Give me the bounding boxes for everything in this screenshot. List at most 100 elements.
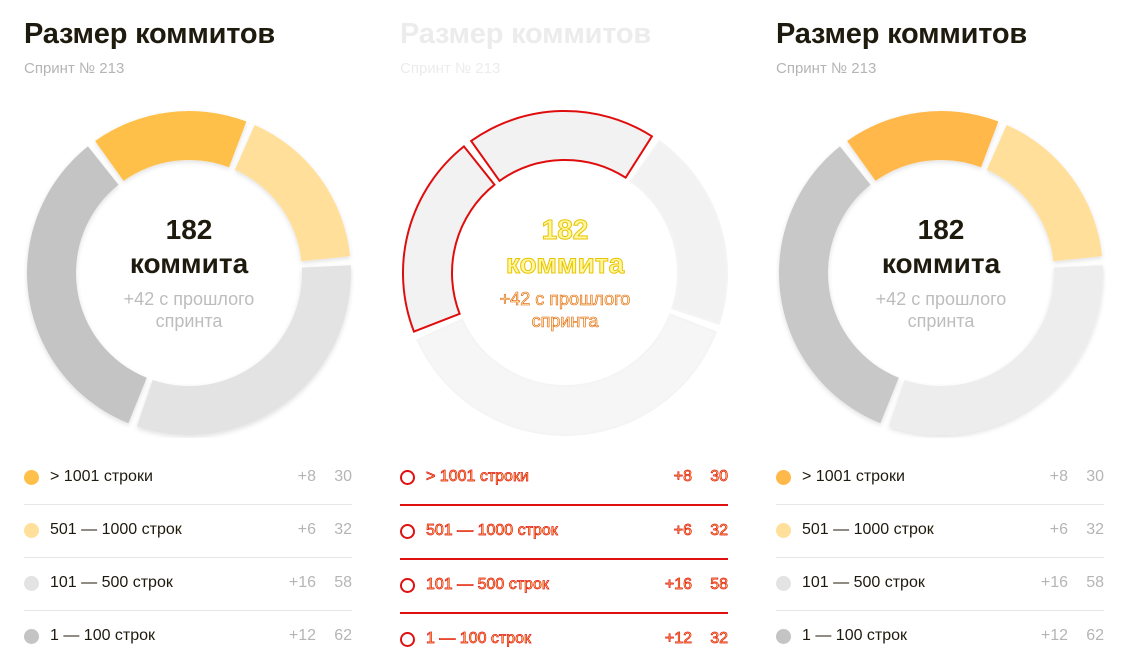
total-delta: +42 с прошлого спринта [875, 289, 1007, 331]
donut-segment [136, 265, 351, 435]
legend-row: 501 — 1000 строк +6 32 [400, 506, 728, 560]
card-subtitle: Спринт № 213 [400, 60, 501, 77]
legend-value: 32 [710, 522, 728, 540]
legend-dot [400, 470, 415, 485]
legend-label: 101 — 500 строк [50, 574, 173, 591]
legend-label: > 1001 строки [802, 468, 905, 485]
legend-label: 501 — 1000 строк [426, 522, 558, 540]
legend-dot [24, 576, 39, 591]
donut-card-1: Размер коммитов Спринт № 213 182 коммита… [24, 0, 354, 668]
total-delta: +42 с прошлого спринта [123, 289, 255, 331]
legend-value: 58 [334, 574, 352, 591]
legend-value: 30 [334, 468, 352, 485]
legend-row: > 1001 строки +8 30 [400, 452, 728, 506]
legend-value: 32 [710, 630, 728, 648]
total-count: 182 [165, 214, 213, 245]
donut-segment [402, 144, 496, 333]
legend-label: 501 — 1000 строк [50, 521, 182, 538]
legend-dot [400, 578, 415, 593]
total-unit: коммита [129, 248, 249, 279]
legend-delta: +6 [297, 521, 316, 538]
legend-value: 62 [1086, 627, 1104, 644]
legend-delta: +8 [673, 468, 692, 486]
donut-chart [776, 108, 1106, 438]
legend-delta: +12 [288, 627, 316, 644]
legend-dot [400, 524, 415, 539]
legend-label: 1 — 100 строк [802, 627, 908, 644]
legend: > 1001 строки +8 30 501 — 1000 строк +6 … [776, 452, 1104, 663]
legend-row: 1 — 100 строк +12 62 [776, 611, 1104, 663]
donut-segment [986, 124, 1103, 262]
donut-svg [778, 111, 1103, 435]
total-unit: коммита [881, 248, 1001, 279]
legend-dot [24, 523, 39, 538]
legend-dot [776, 629, 791, 644]
card-title: Размер коммитов [776, 18, 1028, 50]
donut-segment [778, 146, 899, 424]
donut-center: 182 коммита +42 с прошлого спринта [400, 108, 730, 438]
legend-delta: +6 [1049, 521, 1068, 538]
total-unit: коммита [505, 248, 625, 280]
donut-segment [847, 111, 999, 181]
donut-card-3: Размер коммитов Спринт № 213 182 коммита… [776, 0, 1106, 668]
legend-delta: +6 [673, 522, 692, 540]
card-subtitle: Спринт № 213 [24, 60, 125, 77]
legend-dot [776, 523, 791, 538]
donut-center: 182 коммита +42 с прошлого спринта [24, 108, 354, 438]
legend-row: 101 — 500 строк +16 58 [776, 558, 1104, 611]
legend-row: 501 — 1000 строк +6 32 [776, 505, 1104, 558]
donut-svg [26, 111, 351, 435]
legend-value: 30 [1086, 468, 1104, 485]
legend-row: 101 — 500 строк +16 58 [24, 558, 352, 611]
legend-row: > 1001 строки +8 30 [24, 452, 352, 505]
legend-value: 30 [710, 468, 728, 486]
donut-segment [416, 313, 718, 436]
donut-center: 182 коммита +42 с прошлого спринта [776, 108, 1106, 438]
donut-segment [469, 110, 654, 183]
legend-value: 58 [710, 576, 728, 594]
donut-chart [400, 108, 730, 438]
legend-value: 32 [1086, 521, 1104, 538]
donut-card-2: Размер коммитов Спринт № 213 182 коммита… [400, 0, 730, 668]
legend-label: 101 — 500 строк [802, 574, 925, 591]
donut-svg [402, 110, 729, 436]
legend-delta: +12 [1040, 627, 1068, 644]
total-count: 182 [541, 214, 589, 246]
card-title: Размер коммитов [24, 18, 276, 50]
legend-row: 1 — 100 строк +12 32 [400, 614, 728, 666]
donut-chart [24, 108, 354, 438]
donut-segment [95, 111, 247, 181]
legend-label: 1 — 100 строк [50, 627, 156, 644]
legend-dot [24, 629, 39, 644]
legend-label: 1 — 100 строк [426, 630, 532, 648]
legend-row: 1 — 100 строк +12 62 [24, 611, 352, 663]
legend-row: 101 — 500 строк +16 58 [400, 560, 728, 614]
legend-dot [24, 470, 39, 485]
donut-segment [234, 124, 351, 262]
total-delta: +42 с прошлого спринта [499, 289, 631, 332]
donut-segment [888, 265, 1103, 435]
legend-value: 58 [1086, 574, 1104, 591]
donut-segment [629, 139, 729, 325]
legend-label: 101 — 500 строк [426, 576, 550, 594]
legend-label: > 1001 строки [426, 468, 530, 486]
legend: > 1001 строки +8 30 501 — 1000 строк +6 … [24, 452, 352, 663]
legend-label: 501 — 1000 строк [802, 521, 934, 538]
legend-delta: +16 [288, 574, 316, 591]
legend-label: > 1001 строки [50, 468, 153, 485]
card-subtitle: Спринт № 213 [776, 60, 877, 77]
legend-delta: +8 [1049, 468, 1068, 485]
legend-dot [776, 576, 791, 591]
legend-delta: +8 [297, 468, 316, 485]
legend-value: 62 [334, 627, 352, 644]
card-title: Размер коммитов [400, 18, 652, 50]
legend-row: 501 — 1000 строк +6 32 [24, 505, 352, 558]
legend-dot [400, 632, 415, 647]
legend-dot [776, 470, 791, 485]
legend-value: 32 [334, 521, 352, 538]
donut-segment [26, 146, 147, 424]
legend-delta: +12 [664, 630, 693, 648]
legend: > 1001 строки +8 30 501 — 1000 строк +6 … [400, 452, 728, 666]
legend-delta: +16 [664, 576, 693, 594]
total-count: 182 [917, 214, 965, 245]
